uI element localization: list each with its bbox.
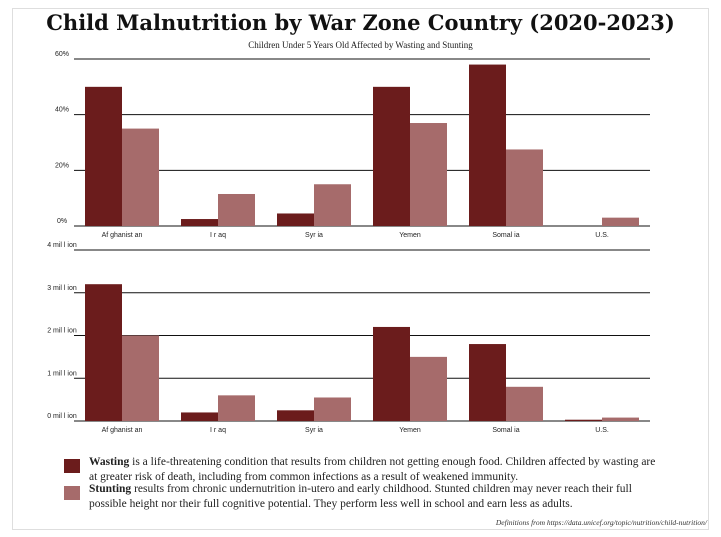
chart1-bar-stunting <box>410 123 447 226</box>
chart1-bar-stunting <box>122 128 159 226</box>
chart1-ytick-label: 0% <box>57 218 67 225</box>
chart1-category-label: I r aq <box>210 232 226 239</box>
chart2-category-label: Yemen <box>399 427 421 434</box>
chart2-category-label: I r aq <box>210 427 226 434</box>
chart2-bar-wasting <box>373 326 410 421</box>
legend-desc-stunting: results from chronic undernutrition in-u… <box>89 483 632 510</box>
chart1-ytick-label: 60% <box>55 51 69 58</box>
chart2-bar-wasting <box>277 410 314 421</box>
chart2-bar-stunting <box>218 395 255 421</box>
chart-subtitle: Children Under 5 Years Old Affected by W… <box>248 40 473 50</box>
legend-term-stunting: Stunting <box>89 483 132 495</box>
chart2-bar-stunting <box>410 356 447 421</box>
chart-title: Child Malnutrition by War Zone Country (… <box>46 10 675 35</box>
chart1-category-label: U.S. <box>595 232 609 239</box>
chart1-category-label: Syr ia <box>305 232 323 239</box>
chart2-bar-wasting <box>181 412 218 421</box>
chart2-bar-stunting <box>314 397 351 421</box>
chart2-ytick-label: 1 mil l ion <box>47 370 77 377</box>
chart1-category-label: Af ghanist an <box>102 232 143 239</box>
chart2-ytick-label: 2 mil l ion <box>47 328 77 335</box>
chart1-ytick-label: 40% <box>55 107 69 114</box>
legend-swatch-stunting <box>64 486 80 500</box>
legend-desc-wasting: is a life-threatening condition that res… <box>89 456 656 483</box>
legend-term-wasting: Wasting <box>89 456 130 468</box>
chart2-ytick-label: 0 mil l ion <box>47 413 77 420</box>
chart1-bar-wasting <box>181 219 218 226</box>
chart2-category-label: Af ghanist an <box>102 427 143 434</box>
chart2-bar-stunting <box>506 386 543 421</box>
chart1-bar-wasting <box>277 213 314 226</box>
source-note: Definitions from https://data.unicef.org… <box>495 518 707 527</box>
chart2-bar-stunting <box>122 335 159 421</box>
chart1-bar-wasting <box>85 86 122 226</box>
legend-swatch-wasting <box>64 459 80 473</box>
chart1-bar-wasting <box>469 64 506 226</box>
chart2-category-label: Syr ia <box>305 427 323 434</box>
chart1-category-label: Somal ia <box>492 232 519 239</box>
chart2-category-label: Somal ia <box>492 427 519 434</box>
chart1-bar-wasting <box>373 86 410 226</box>
chart1-bar-stunting <box>218 193 255 226</box>
chart-frame <box>12 8 709 530</box>
chart2-bar-wasting <box>85 284 122 421</box>
chart1-bar-stunting <box>314 184 351 226</box>
chart1-category-label: Yemen <box>399 232 421 239</box>
legend-text-stunting: Stunting results from chronic undernutri… <box>89 482 664 512</box>
chart1-bar-stunting <box>602 217 639 226</box>
chart2-ytick-label: 4 mil l ion <box>47 242 77 249</box>
legend-text-wasting: Wasting is a life-threatening condition … <box>89 455 664 485</box>
chart2-bar-wasting <box>469 344 506 421</box>
chart2-bar-stunting <box>602 417 639 421</box>
chart2-bar-wasting <box>565 419 602 421</box>
chart2-category-label: U.S. <box>595 427 609 434</box>
chart1-bar-stunting <box>506 149 543 226</box>
chart2-ytick-label: 3 mil l ion <box>47 285 77 292</box>
chart1-ytick-label: 20% <box>55 162 69 169</box>
